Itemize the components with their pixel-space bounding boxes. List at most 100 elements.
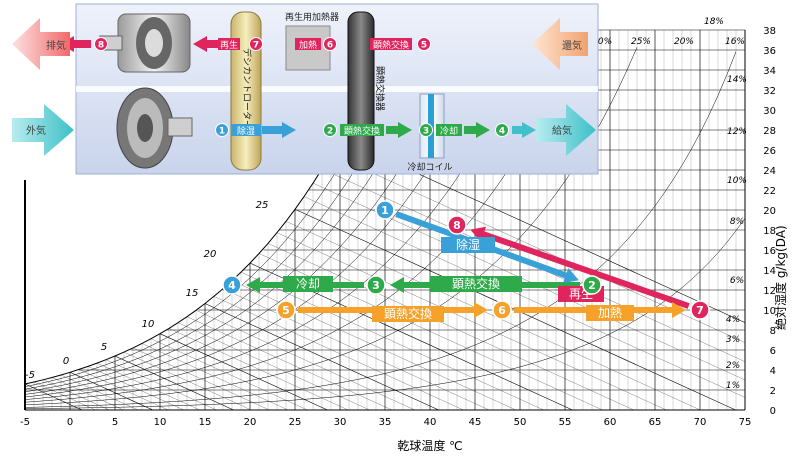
y-tick-label: 22 xyxy=(763,186,776,197)
rh-label: 2% xyxy=(726,361,740,371)
wetbulb-label: 5 xyxy=(101,342,107,353)
x-tick-label: 40 xyxy=(424,417,437,428)
state-point-6 xyxy=(492,300,512,320)
panel-step-label: 8 xyxy=(98,41,104,51)
panel-step-label: 3 xyxy=(423,127,429,137)
equipment-panel: デシカントローター 再生用加熱器 顕熱交換器 冷却コイル 再生 加熱 顕熱交換 xyxy=(60,3,599,175)
y-axis-label: 絶対湿度 g/kg(DA) xyxy=(773,225,788,330)
y-tick-label: 14 xyxy=(763,266,776,277)
rh-label: 4% xyxy=(726,315,740,325)
y-tick-label: 12 xyxy=(763,286,776,297)
svg-text:加熱: 加熱 xyxy=(299,39,317,51)
exhaust-fan xyxy=(99,13,191,73)
wetbulb-line xyxy=(204,303,439,411)
label-dehumidify: 除湿 xyxy=(441,237,495,253)
state-point-2 xyxy=(582,275,602,295)
label-cooling: 冷却 xyxy=(283,276,333,292)
wetbulb-line xyxy=(60,374,138,411)
x-tick-label: 15 xyxy=(199,417,212,428)
state-point-5 xyxy=(276,300,296,320)
y-tick-label: 10 xyxy=(763,306,776,317)
svg-text:外気: 外気 xyxy=(26,124,46,137)
exhaust-arrow: 排気 xyxy=(12,18,70,70)
rh-label: 0% xyxy=(598,37,612,47)
wetbulb-line xyxy=(195,310,415,411)
panel-divider xyxy=(76,86,598,92)
wetbulb-label: 15 xyxy=(186,288,199,299)
y-tick-label: 24 xyxy=(763,166,776,177)
y-tick-label: 0 xyxy=(770,406,776,417)
x-tick-label: 70 xyxy=(694,417,707,428)
panel-step-badge xyxy=(323,37,337,51)
x-tick-labels: -5 0 5 10 15 20 25 30 35 40 45 50 55 60 65 70 75 xyxy=(20,417,751,428)
rh-label: 20% xyxy=(674,37,694,47)
rh-label: 1% xyxy=(726,381,740,391)
wetbulb-line xyxy=(231,280,516,411)
flow-4 xyxy=(512,122,536,138)
state-point-label: 6 xyxy=(498,304,506,317)
wetbulb-line xyxy=(96,363,200,411)
state-point-label: 4 xyxy=(228,279,236,292)
flow-2: 顕熱交換 xyxy=(340,122,412,138)
svg-text:排気: 排気 xyxy=(46,39,66,52)
x-tick-label: 65 xyxy=(649,417,662,428)
state-point-label: 7 xyxy=(696,304,704,317)
arrowhead xyxy=(672,302,686,318)
state-point-7 xyxy=(690,300,710,320)
wetbulb-line xyxy=(141,343,289,411)
panel-step-badge xyxy=(417,37,431,51)
flow-3: 冷却 xyxy=(436,122,490,138)
rh-label: 18% xyxy=(704,17,724,27)
wetbulb-line xyxy=(168,328,349,411)
y-tick-label: 2 xyxy=(770,386,776,397)
supply-air-arrow: 給気 xyxy=(536,104,596,156)
svg-text:還気: 還気 xyxy=(562,39,582,52)
wetbulb-label: -5 xyxy=(25,370,35,381)
flow-1: 除湿 xyxy=(231,122,296,138)
y-tick-label: 38 xyxy=(763,26,776,37)
y-tick-label: 32 xyxy=(763,86,776,97)
panel-step-label: 6 xyxy=(327,41,333,51)
state-point-1 xyxy=(375,200,395,220)
wetbulb-line xyxy=(177,322,370,411)
rh-label: 16% xyxy=(725,37,745,47)
arrowhead xyxy=(390,277,404,293)
y-tick-label: 8 xyxy=(770,326,776,337)
svg-text:顕熱交換: 顕熱交換 xyxy=(344,125,380,137)
y-tick-label: 30 xyxy=(763,106,776,117)
y-tick-label: 34 xyxy=(763,66,776,77)
y-tick-label: 26 xyxy=(763,146,776,157)
x-tick-label: 0 xyxy=(67,417,73,428)
wetbulb-label: 20 xyxy=(204,249,217,260)
flow-6: 加熱 xyxy=(295,38,321,51)
outside-air-arrow: 外気 xyxy=(12,104,74,156)
panel-step-label: 5 xyxy=(421,41,427,51)
svg-text:冷却: 冷却 xyxy=(296,277,320,291)
regeneration-arrow xyxy=(476,229,690,309)
panel-step-label: 7 xyxy=(253,41,259,51)
supply-fan xyxy=(116,87,193,169)
svg-text:給気: 給気 xyxy=(552,124,572,137)
state-point-label: 3 xyxy=(372,279,380,292)
rh-label: 8% xyxy=(730,217,744,227)
wetbulb-line xyxy=(213,296,464,411)
x-tick-label: 30 xyxy=(334,417,347,428)
panel-step-label: 1 xyxy=(219,127,225,137)
wetbulb-line xyxy=(240,272,544,411)
state-point-label: 2 xyxy=(588,279,596,292)
panel-step-badge xyxy=(495,123,509,137)
state-points: 1 2 3 4 5 6 7 8 xyxy=(222,200,710,320)
label-heating: 加熱 xyxy=(586,305,634,321)
flow-5: 顕熱交換 xyxy=(370,38,412,51)
panel-step-numbers: 1 2 3 4 5 6 7 8 xyxy=(94,37,509,137)
flow-7: 再生 xyxy=(193,36,240,52)
y-tick-label: 20 xyxy=(763,206,776,217)
x-axis-label: 乾球温度 ℃ xyxy=(397,438,462,453)
x-tick-label: 60 xyxy=(604,417,617,428)
y-tick-label: 36 xyxy=(763,46,776,57)
state-point-3 xyxy=(366,275,386,295)
wetbulb-line xyxy=(222,288,490,411)
x-tick-label: 55 xyxy=(559,417,572,428)
panel-step-label: 2 xyxy=(327,127,333,137)
